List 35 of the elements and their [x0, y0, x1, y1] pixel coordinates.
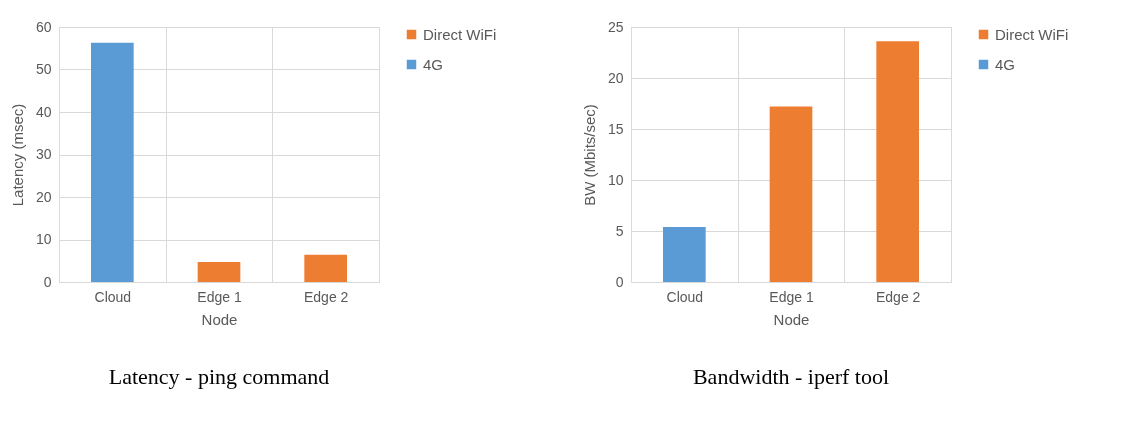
x-tick-label: Cloud	[666, 288, 704, 305]
bar	[91, 42, 134, 282]
bar	[876, 41, 919, 282]
y-axis-title: BW (Mbits/sec)	[580, 104, 598, 206]
y-tick-label: 30	[35, 146, 52, 162]
y-tick-label: 20	[607, 69, 624, 86]
y-tick-label: 50	[35, 61, 52, 77]
x-axis-title: Node	[773, 310, 810, 328]
y-tick-label: 0	[615, 273, 624, 290]
y-tick-label: 25	[607, 18, 624, 35]
bar	[663, 226, 706, 282]
x-tick-label: Edge 1	[769, 288, 814, 305]
legend-label: Direct WiFi	[423, 25, 497, 43]
x-axis-title: Node	[201, 310, 238, 328]
y-tick-label: 5	[615, 222, 624, 239]
y-tick-label: 15	[607, 120, 624, 137]
y-tick-label: 60	[35, 18, 52, 35]
bar	[197, 262, 241, 282]
legend-label: 4G	[423, 55, 444, 73]
y-axis-title: Latency (msec)	[8, 103, 26, 207]
text: Bandwidth - iperf tool	[692, 364, 890, 389]
x-tick-label: Edge 1	[197, 288, 242, 305]
x-tick-label: Edge 2	[875, 288, 921, 305]
y-tick-label: 20	[35, 188, 52, 205]
y-tick-label: 10	[35, 231, 52, 247]
y-tick-label: 0	[43, 273, 52, 290]
x-tick-label: Edge 2	[303, 288, 349, 305]
bar	[769, 106, 813, 282]
bar	[304, 254, 347, 282]
x-tick-label: Cloud	[94, 288, 132, 305]
y-tick-label: 40	[35, 103, 52, 120]
y-tick-label: 10	[607, 171, 624, 188]
legend-label: Direct WiFi	[995, 25, 1069, 43]
text: Latency - ping command	[108, 364, 330, 389]
legend-label: 4G	[995, 55, 1016, 73]
